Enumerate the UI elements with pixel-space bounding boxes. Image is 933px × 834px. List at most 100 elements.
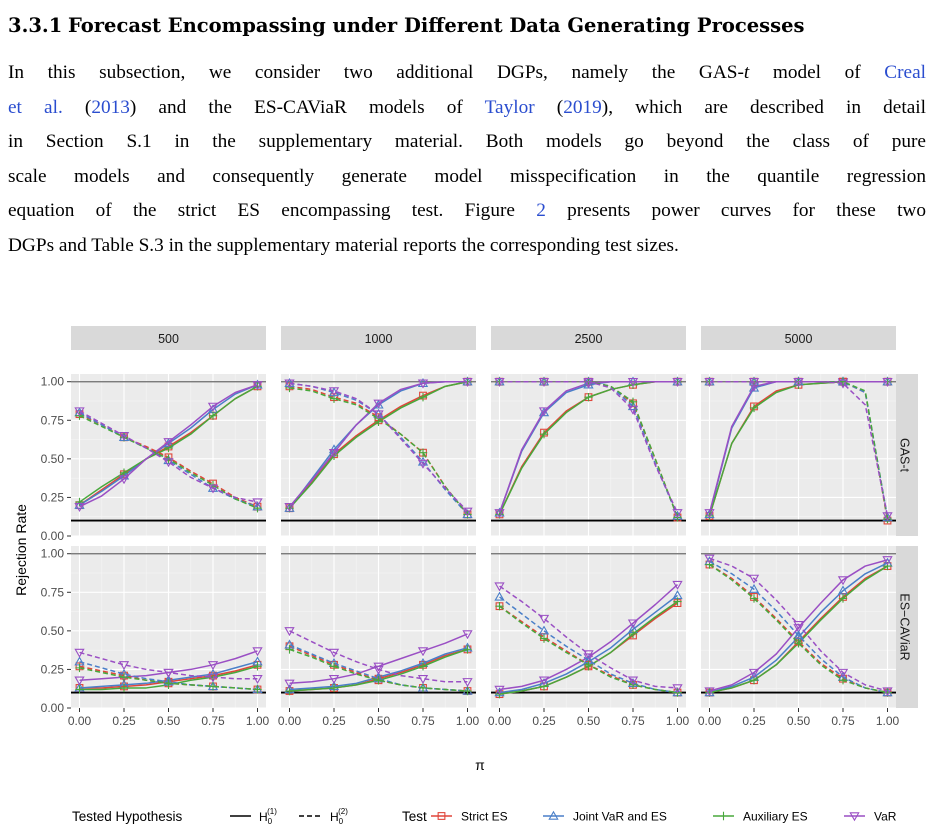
data-point (793, 378, 804, 388)
paragraph-line-2: et al. (2013) and the ES-CAViaR models o… (8, 91, 926, 126)
facet-strip-label: 5000 (785, 332, 813, 346)
data-point (672, 378, 683, 388)
data-point (882, 687, 893, 697)
data-point (284, 379, 295, 389)
data-point (75, 497, 84, 507)
data-point (118, 432, 130, 442)
data-point (584, 392, 593, 402)
data-point (74, 499, 85, 509)
legend-key-marker (437, 812, 446, 820)
panel-ES−CAViaR-1000 (281, 546, 476, 709)
x-tick-label: 0.50 (157, 714, 181, 728)
text-run: model of (749, 62, 885, 83)
data-point (838, 594, 848, 603)
x-tick-label: 1.00 (246, 714, 270, 728)
data-point (253, 685, 262, 694)
citation-link-creal-etal[interactable]: et al. (8, 96, 63, 118)
data-point (627, 405, 639, 415)
data-point (704, 687, 715, 697)
y-tick-label: 0.25 (41, 662, 65, 676)
facet-strip-label: 2500 (575, 332, 603, 346)
text-run: ) and the ES-CAViaR models of (129, 96, 485, 118)
data-point (418, 683, 428, 693)
x-tick-label: 0.50 (367, 714, 391, 728)
data-point (118, 661, 130, 671)
body-paragraph: In this subsection, we consider two addi… (8, 56, 926, 263)
text-run: t (743, 62, 750, 83)
y-tick-label: 0.00 (41, 701, 65, 715)
data-point (583, 653, 594, 663)
series-line (79, 411, 258, 508)
data-point (672, 509, 683, 519)
y-tick-label: 0.75 (41, 585, 65, 599)
citation-link-2019[interactable]: 2019 (563, 96, 602, 118)
y-tick-label: 1.00 (41, 547, 65, 561)
series-line (709, 562, 888, 694)
series-line (288, 380, 468, 508)
data-point (793, 620, 804, 630)
panel-GAS-t-500 (71, 374, 266, 537)
x-tick-label: 0.25 (742, 714, 766, 728)
data-point (208, 682, 218, 691)
citation-link-taylor[interactable]: Taylor (484, 96, 535, 118)
x-tick-label: 0.25 (532, 714, 556, 728)
data-point (284, 627, 295, 637)
facet-strip-1000 (281, 326, 476, 350)
data-point (207, 673, 219, 683)
data-point (284, 502, 295, 512)
legend-label-auxiliary-es: Auxiliary ES (743, 810, 808, 824)
data-point (882, 378, 893, 388)
data-point (463, 645, 472, 654)
data-point (494, 582, 505, 592)
series-line (499, 380, 679, 514)
data-point (418, 448, 428, 457)
data-point (748, 378, 760, 388)
data-point (583, 378, 594, 388)
paragraph-line-6: DGPs and Table S.3 in the supplementary … (8, 234, 679, 256)
data-point (628, 629, 638, 639)
data-point (882, 556, 893, 566)
data-point (462, 630, 473, 640)
data-point (417, 459, 429, 469)
y-tick-label: 0.50 (41, 624, 65, 638)
data-point (284, 679, 295, 689)
figure-link-2[interactable]: 2 (536, 200, 546, 221)
paragraph-line-3: in Section S.1 in the supplementary mate… (8, 131, 926, 152)
series-line (709, 559, 888, 692)
data-point (628, 397, 638, 406)
text-run: ( (62, 96, 92, 118)
text-run: ), which are described in detail (601, 96, 926, 118)
data-point (883, 514, 892, 524)
data-point (882, 512, 893, 522)
data-point (462, 507, 473, 517)
data-point (373, 399, 384, 409)
data-point (329, 662, 339, 671)
data-point (462, 678, 473, 688)
data-point (119, 683, 129, 693)
x-tick-label: 1.00 (876, 714, 900, 728)
legend-key-marker (719, 811, 728, 821)
data-point (417, 647, 429, 657)
data-point (672, 580, 683, 590)
data-point (285, 645, 294, 654)
citation-link-creal[interactable]: Creal (884, 62, 927, 83)
data-point (208, 411, 218, 420)
y-tick-label: 0.50 (41, 452, 65, 466)
text-run: equation of the strict ES encompassing t… (8, 200, 537, 221)
data-point (252, 674, 263, 684)
citation-link-2013[interactable]: 2013 (91, 96, 130, 118)
data-point (837, 668, 849, 678)
facet-strip-5000 (701, 326, 896, 350)
data-point (373, 662, 384, 672)
series-line (709, 560, 888, 694)
legend-label-h0-1: H0(1) (259, 807, 277, 826)
data-point (673, 597, 682, 606)
panel-GAS-t-1000 (281, 374, 476, 537)
facet-panels: 500 1000 2500 5000 GAS-t ES−CAViaR (71, 326, 918, 709)
data-point (627, 676, 639, 686)
series-line (79, 384, 258, 508)
x-tick-label: 1.00 (666, 714, 690, 728)
legend-title-test: Test (402, 809, 427, 824)
legend-label-joint-var-and-es: Joint VaR and ES (573, 810, 667, 824)
